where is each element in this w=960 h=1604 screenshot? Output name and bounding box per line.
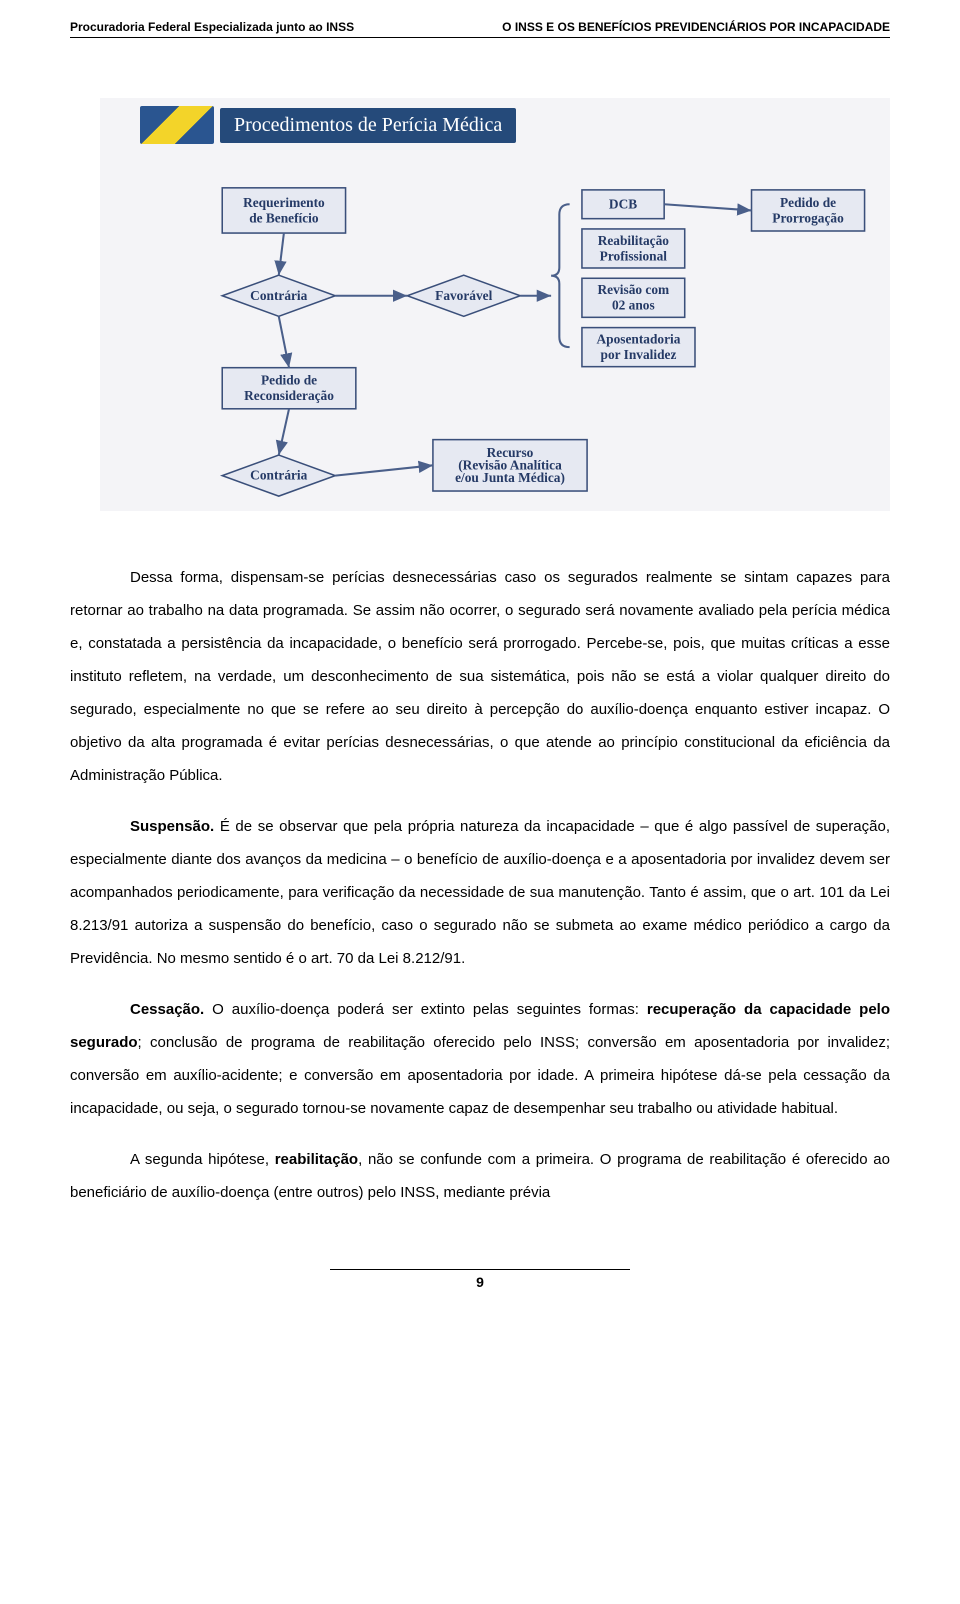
svg-text:Profissional: Profissional [600, 248, 668, 263]
svg-text:Pedido de: Pedido de [780, 195, 836, 210]
svg-text:Pedido de: Pedido de [261, 373, 317, 388]
paragraph-3: Cessação. O auxílio-doença poderá ser ex… [70, 993, 890, 1125]
svg-text:Reconsideração: Reconsideração [244, 388, 334, 403]
p2-lead: Suspensão. [130, 818, 214, 835]
svg-text:02 anos: 02 anos [612, 298, 655, 313]
paragraph-4: A segunda hipótese, reabilitação, não se… [70, 1143, 890, 1209]
page-footer: 9 [70, 1269, 890, 1290]
flag-icon [140, 106, 214, 144]
svg-text:Aposentadoria: Aposentadoria [597, 332, 681, 347]
flowchart-svg: Requerimentode Benefício Contrária Favoráv… [140, 157, 880, 501]
header-left: Procuradoria Federal Especializada junto… [70, 20, 354, 34]
svg-text:Contrária: Contrária [250, 468, 307, 483]
flowchart-title-text: Procedimentos de Perícia Médica [234, 114, 502, 136]
paragraph-1: Dessa forma, dispensam-se perícias desne… [70, 561, 890, 792]
flowchart-container: Procedimentos de Perícia Médica Requerim… [100, 98, 890, 511]
footer-rule [330, 1269, 630, 1270]
svg-text:Reabilitação: Reabilitação [598, 233, 670, 248]
svg-text:por Invalidez: por Invalidez [601, 347, 677, 362]
body-text: Dessa forma, dispensam-se perícias desne… [70, 561, 890, 1209]
paragraph-2: Suspensão. É de se observar que pela pró… [70, 810, 890, 975]
svg-text:Requerimento: Requerimento [243, 195, 325, 210]
svg-text:Contrária: Contrária [250, 288, 307, 303]
svg-text:DCB: DCB [609, 196, 637, 211]
p4-pre: A segunda hipótese, [130, 1151, 275, 1168]
header-right: O INSS E OS BENEFÍCIOS PREVIDENCIÁRIOS P… [502, 20, 890, 34]
p2-rest: É de se observar que pela própria nature… [70, 818, 890, 967]
page-header: Procuradoria Federal Especializada junto… [70, 20, 890, 38]
svg-text:Revisão com: Revisão com [598, 282, 670, 297]
svg-text:Prorrogação: Prorrogação [772, 210, 844, 225]
p4-bold: reabilitação [275, 1151, 358, 1168]
svg-text:Favorável: Favorável [435, 288, 492, 303]
svg-text:e/ou Junta Médica): e/ou Junta Médica) [455, 470, 565, 485]
flowchart-title: Procedimentos de Perícia Médica [220, 108, 516, 143]
page-number: 9 [476, 1274, 484, 1290]
svg-text:de Benefício: de Benefício [249, 210, 319, 225]
p3-lead: Cessação. [130, 1001, 204, 1018]
p3-mid1: O auxílio-doença poderá ser extinto pela… [204, 1001, 647, 1018]
p3-mid2: ; conclusão de programa de reabilitação … [70, 1034, 890, 1117]
